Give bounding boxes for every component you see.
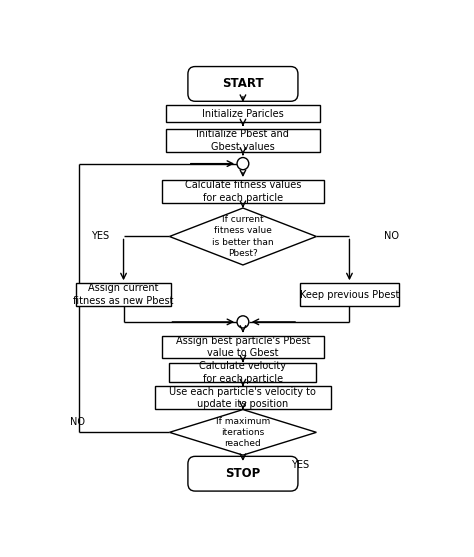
Bar — [166, 105, 320, 122]
Text: If current
fitness value
is better than
Pbest?: If current fitness value is better than … — [212, 216, 274, 258]
Text: Assign current
fitness as new Pbest: Assign current fitness as new Pbest — [73, 284, 174, 306]
Bar — [76, 283, 171, 306]
Text: Calculate velocity
for each particle: Calculate velocity for each particle — [200, 361, 286, 384]
Text: Keep previous Pbest: Keep previous Pbest — [300, 290, 399, 300]
Polygon shape — [169, 409, 316, 455]
Text: Calculate fitness values
for each particle: Calculate fitness values for each partic… — [185, 180, 301, 203]
Text: YES: YES — [91, 232, 109, 242]
FancyBboxPatch shape — [188, 66, 298, 101]
Text: Initialize Pbest and
Gbest values: Initialize Pbest and Gbest values — [197, 129, 289, 152]
Circle shape — [237, 158, 249, 170]
Text: YES: YES — [291, 460, 309, 470]
Text: START: START — [222, 77, 264, 90]
Bar — [166, 129, 320, 152]
Text: Use each particle's velocity to
update its position: Use each particle's velocity to update i… — [170, 387, 316, 409]
Text: NO: NO — [384, 232, 399, 242]
Bar — [162, 180, 324, 203]
Circle shape — [237, 316, 249, 328]
Text: Assign best particle's Pbest
value to Gbest: Assign best particle's Pbest value to Gb… — [176, 336, 310, 358]
Text: If maximum
iterations
reached: If maximum iterations reached — [216, 417, 270, 448]
Text: Initialize Paricles: Initialize Paricles — [202, 109, 284, 119]
Text: STOP: STOP — [225, 467, 261, 480]
Bar — [155, 387, 331, 409]
Bar — [300, 283, 399, 306]
Bar — [169, 363, 316, 382]
Text: NO: NO — [70, 417, 85, 427]
Bar — [162, 335, 324, 358]
Polygon shape — [169, 208, 316, 265]
FancyBboxPatch shape — [188, 456, 298, 491]
